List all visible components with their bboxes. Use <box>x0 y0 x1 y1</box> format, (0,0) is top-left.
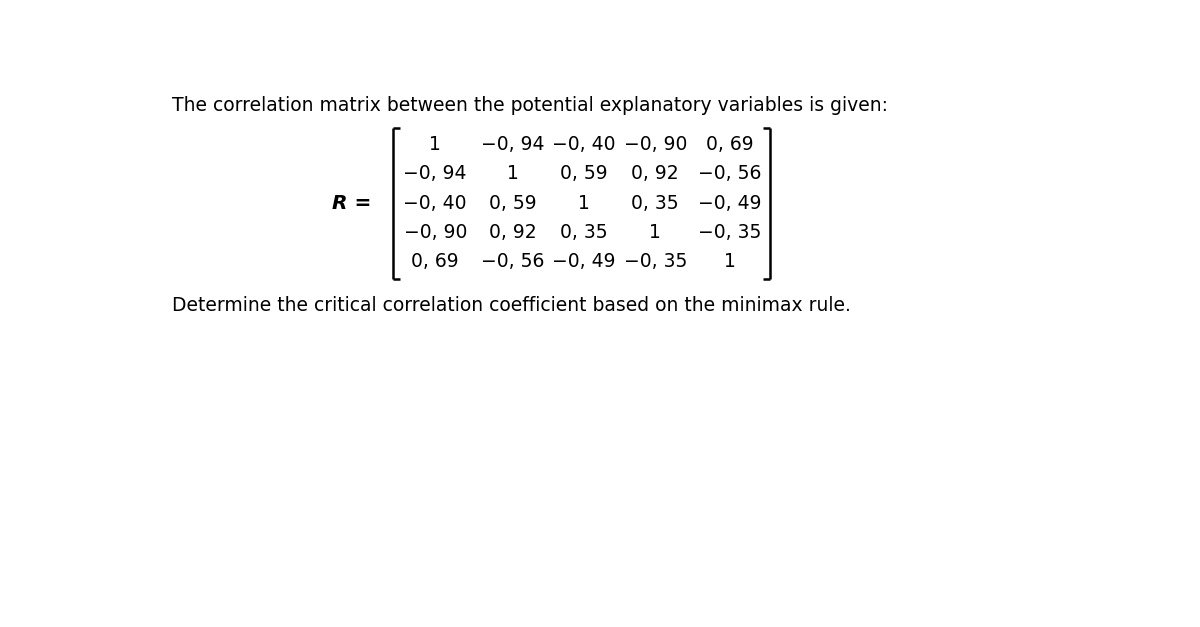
Text: 0, 69: 0, 69 <box>412 252 460 271</box>
Text: −0, 49: −0, 49 <box>552 252 616 271</box>
Text: −0, 94: −0, 94 <box>403 164 467 183</box>
Text: 0, 59: 0, 59 <box>560 164 608 183</box>
Text: 1: 1 <box>724 252 736 271</box>
Text: 0, 69: 0, 69 <box>706 135 754 154</box>
Text: −0, 56: −0, 56 <box>481 252 545 271</box>
Text: −0, 94: −0, 94 <box>481 135 545 154</box>
Text: −0, 40: −0, 40 <box>552 135 616 154</box>
Text: −0, 35: −0, 35 <box>698 223 761 242</box>
Text: 1: 1 <box>506 164 518 183</box>
Text: −0, 35: −0, 35 <box>624 252 686 271</box>
Text: 1: 1 <box>430 135 442 154</box>
Text: 0, 35: 0, 35 <box>560 223 608 242</box>
Text: 1: 1 <box>578 194 590 213</box>
Text: The correlation matrix between the potential explanatory variables is given:: The correlation matrix between the poten… <box>172 96 888 115</box>
Text: −0, 56: −0, 56 <box>698 164 761 183</box>
Text: Determine the critical correlation coefficient based on the minimax rule.: Determine the critical correlation coeff… <box>172 296 851 315</box>
Text: 0, 35: 0, 35 <box>631 194 679 213</box>
Text: 0, 92: 0, 92 <box>488 223 536 242</box>
Text: −0, 49: −0, 49 <box>698 194 762 213</box>
Text: 0, 59: 0, 59 <box>488 194 536 213</box>
Text: −0, 90: −0, 90 <box>403 223 467 242</box>
Text: −0, 90: −0, 90 <box>624 135 686 154</box>
Text: R =: R = <box>331 194 371 213</box>
Text: 0, 92: 0, 92 <box>631 164 679 183</box>
Text: 1: 1 <box>649 223 661 242</box>
Text: −0, 40: −0, 40 <box>403 194 467 213</box>
